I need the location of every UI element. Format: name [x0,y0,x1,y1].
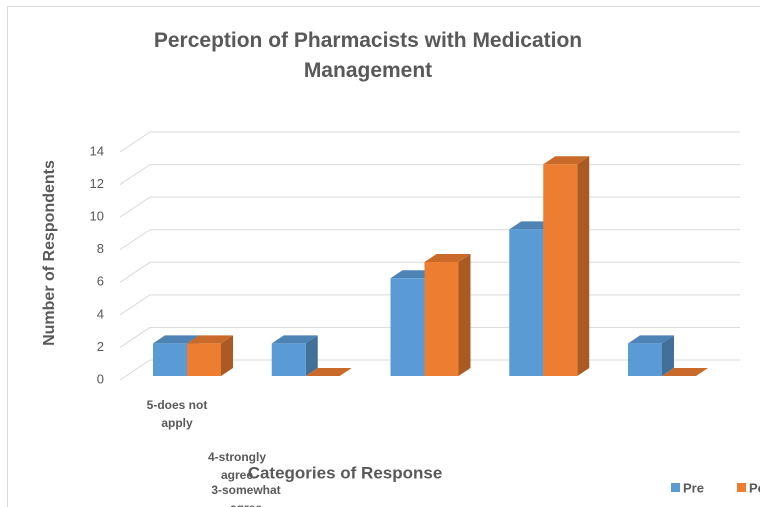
legend-label: Post [749,480,760,495]
y-tick-label: 14 [90,143,104,158]
bar-top [662,368,708,376]
bar-top [424,254,471,262]
grid-line [119,229,740,251]
x-tick-label: 4-strongly agree [207,450,266,482]
bar [543,156,590,376]
x-axis-label: Categories of Response [248,463,443,482]
y-tick-label: 6 [97,274,104,289]
y-tick-label: 12 [90,176,104,191]
bar-top [187,335,233,344]
y-tick-label: 8 [97,241,104,256]
y-tick-label: 4 [97,306,104,321]
chart-border [7,6,760,507]
legend-swatch [671,483,680,492]
y-tick-label: 2 [97,339,104,354]
bar-side [577,156,590,376]
bar-side [458,254,471,376]
bar-top [305,368,352,376]
legend-label: Pre [683,480,704,495]
bar-front [271,343,306,376]
bar-side [221,335,233,376]
grid-line [119,131,740,153]
bar-front [153,343,187,376]
x-tick-label-box: 3-somewhat agree [211,483,281,507]
grid-line [119,164,740,185]
bar-front [543,164,578,376]
x-tick-label-box: 4-strongly agree [207,450,266,482]
x-tick-label: 5-does not apply [146,398,208,430]
bar [424,254,471,376]
bar-front [187,343,221,376]
bar [662,368,708,376]
bar-top [628,335,674,344]
chart-title-box: Perception of Pharmacists with Medicatio… [153,29,583,82]
y-axis-label: Number of Respondents [41,160,58,346]
chart-title: Perception of Pharmacists with Medicatio… [153,29,583,82]
bar [271,335,318,376]
legend-swatch [737,483,746,492]
bar-front [628,343,662,376]
bar-top [543,156,590,165]
bar-front [424,262,459,376]
bar-top [271,335,318,344]
bar-side [305,335,318,376]
bar [628,335,674,376]
bar-front [509,229,544,376]
grid-line [119,196,740,218]
bar [187,335,233,376]
x-tick-label: 3-somewhat agree [211,483,281,507]
bar-top [153,335,199,344]
bar-side [662,335,674,376]
bar-front [390,278,425,376]
y-tick-label: 10 [90,209,104,224]
y-tick-label: 0 [97,371,104,386]
x-tick-label-box: 5-does not apply [146,398,208,430]
bar [305,368,352,376]
